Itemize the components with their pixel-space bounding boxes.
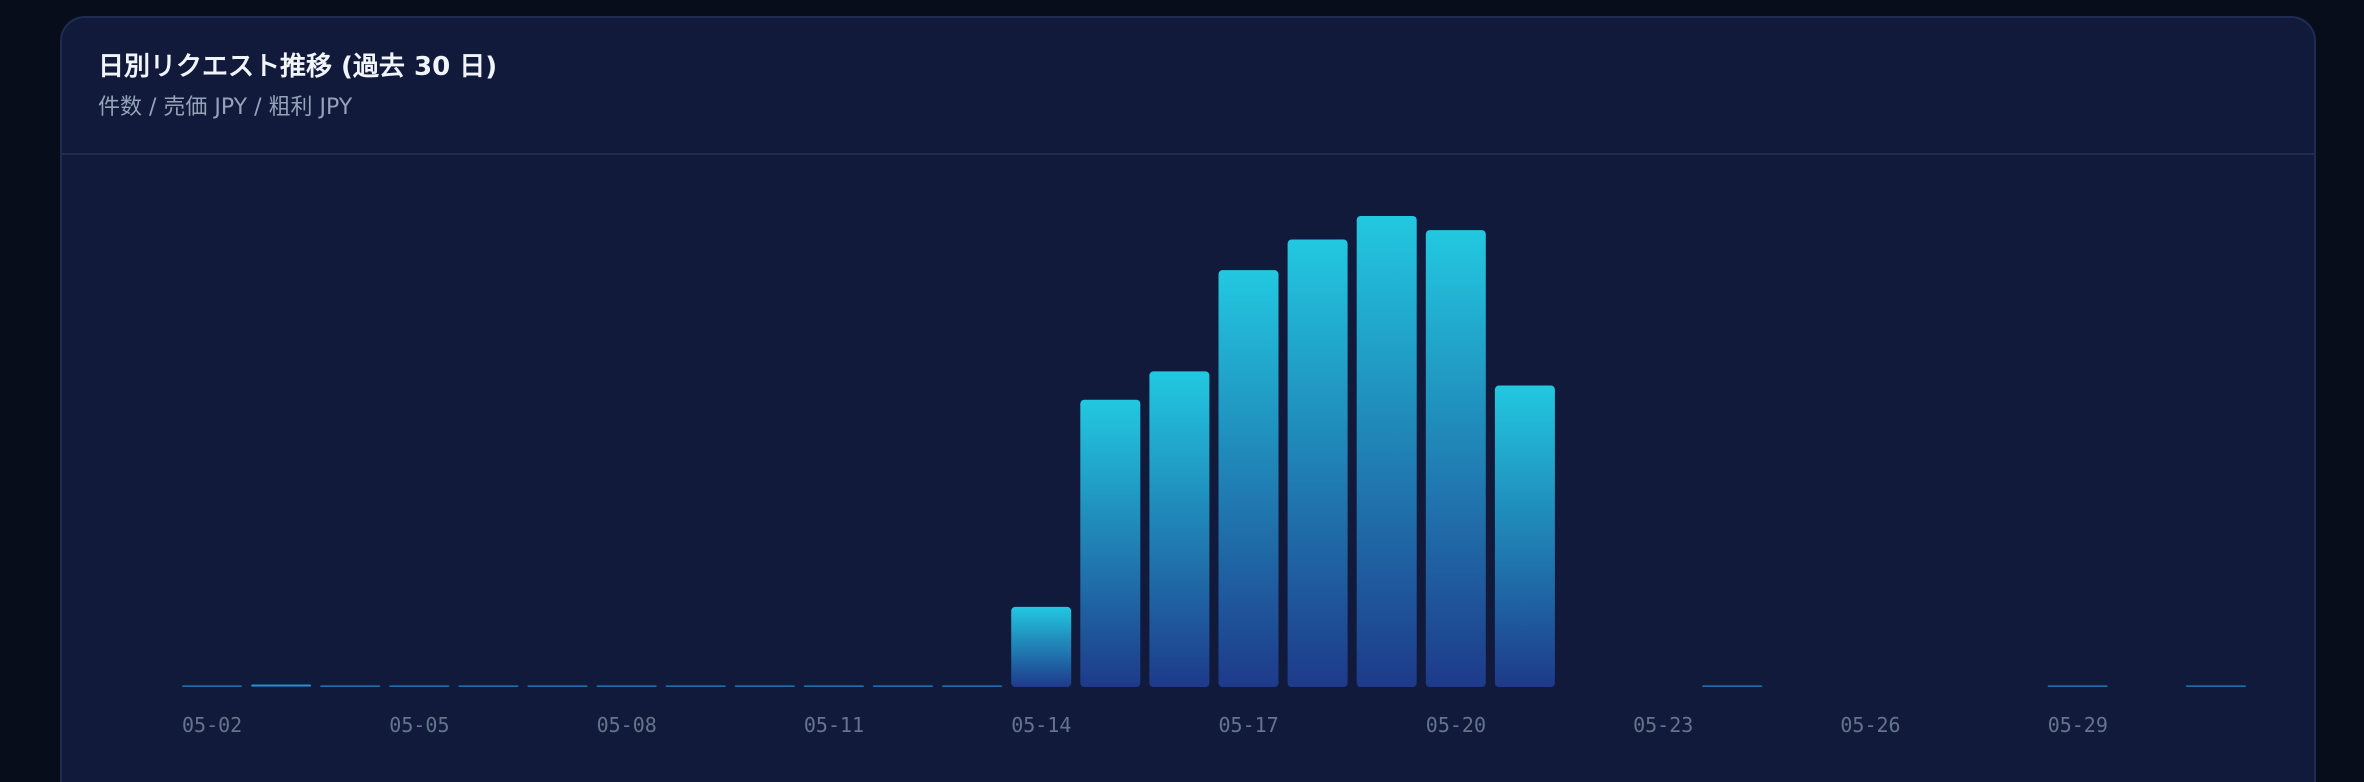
x-tick-label: 05-11 bbox=[804, 713, 864, 737]
x-tick-label: 05-08 bbox=[597, 713, 657, 737]
x-tick-label: 05-02 bbox=[182, 713, 242, 737]
x-tick-label: 05-20 bbox=[1426, 713, 1486, 737]
bar bbox=[1287, 239, 1348, 688]
bar bbox=[1494, 385, 1555, 687]
bar bbox=[1080, 399, 1141, 687]
bar bbox=[596, 685, 657, 687]
x-tick-label: 05-23 bbox=[1633, 713, 1693, 737]
chart-subtitle: 件数 / 売価 JPY / 粗利 JPY bbox=[98, 95, 353, 120]
bar bbox=[803, 685, 864, 687]
bar bbox=[665, 685, 726, 687]
bar bbox=[458, 685, 519, 687]
bar bbox=[320, 685, 381, 687]
chart-title: 日別リクエスト推移 (過去 30 日) bbox=[98, 52, 497, 82]
bar bbox=[734, 685, 795, 687]
bar bbox=[1425, 230, 1486, 687]
bar bbox=[1149, 371, 1210, 687]
bar bbox=[1218, 270, 1279, 687]
bar bbox=[942, 685, 1003, 687]
x-tick-label: 05-05 bbox=[389, 713, 449, 737]
bar bbox=[1702, 685, 1763, 687]
bar bbox=[389, 685, 450, 687]
x-tick-label: 05-29 bbox=[2048, 713, 2108, 737]
bar bbox=[1356, 216, 1417, 687]
bar bbox=[182, 685, 242, 687]
bar bbox=[2185, 685, 2246, 687]
x-tick-label: 05-14 bbox=[1011, 713, 1071, 737]
bar bbox=[2047, 685, 2108, 687]
bar bbox=[873, 685, 933, 687]
x-tick-label: 05-17 bbox=[1219, 713, 1279, 737]
bar bbox=[251, 684, 312, 687]
bar bbox=[527, 685, 588, 687]
bar bbox=[1011, 606, 1072, 687]
x-tick-label: 05-26 bbox=[1840, 713, 1900, 737]
